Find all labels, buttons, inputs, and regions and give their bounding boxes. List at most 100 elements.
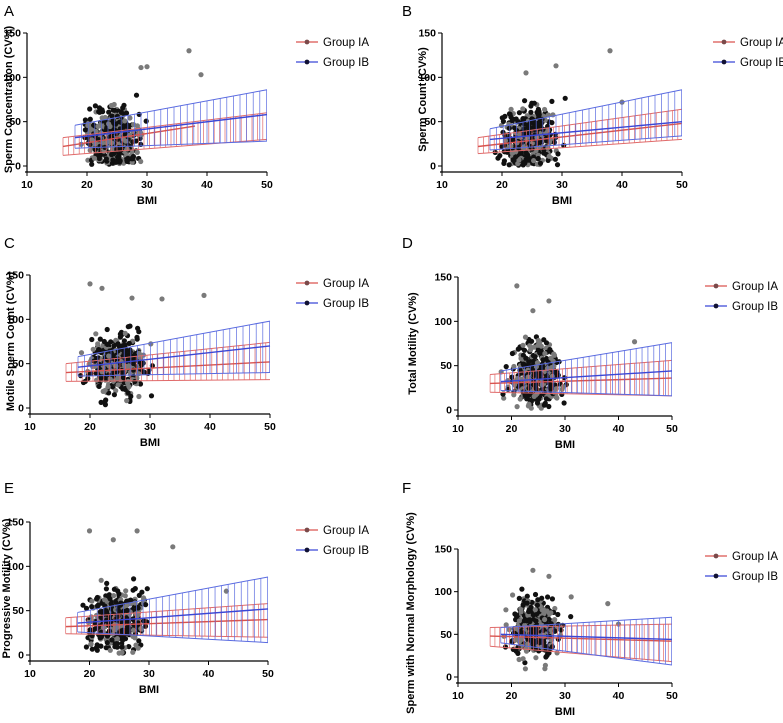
data-point xyxy=(542,350,548,357)
data-point xyxy=(106,109,112,115)
data-point xyxy=(535,597,541,603)
data-point xyxy=(548,621,554,627)
data-point xyxy=(102,387,108,393)
panel-c: C 0 50 100 150 10 20 30 40 50 BMI Motile Sperm Coun… xyxy=(4,235,369,449)
x-tick-label: 40 xyxy=(616,179,628,191)
data-point xyxy=(509,374,515,380)
ci-lower-bound xyxy=(74,140,268,149)
data-point xyxy=(528,103,534,109)
x-tick-label: 30 xyxy=(143,668,155,680)
legend-label: Group IA xyxy=(323,525,369,537)
data-point xyxy=(545,157,551,163)
data-point xyxy=(122,118,128,124)
x-axis-title: BMI xyxy=(555,439,575,451)
data-point-outlier xyxy=(530,308,536,314)
ci-upper-bound xyxy=(477,108,683,139)
y-tick-label: 100 xyxy=(6,561,24,573)
data-point xyxy=(526,608,532,615)
data-point xyxy=(535,337,542,344)
data-point xyxy=(136,393,142,400)
regression-line-group-ia xyxy=(477,122,683,148)
data-point xyxy=(520,106,526,112)
data-point xyxy=(114,644,120,650)
data-point xyxy=(509,350,515,357)
legend-label: Group IB xyxy=(740,57,783,69)
x-axis-title: BMI xyxy=(137,195,157,207)
data-point-outlier xyxy=(110,537,116,543)
data-point xyxy=(128,597,134,603)
data-point xyxy=(126,384,132,390)
x-tick-label: 30 xyxy=(559,423,571,435)
data-point xyxy=(529,338,535,344)
data-point xyxy=(95,602,101,608)
legend: Group IA Group IB xyxy=(296,37,369,69)
legend-label: Group IB xyxy=(732,301,778,313)
regression-line-group-ia xyxy=(65,618,269,628)
data-point xyxy=(554,395,560,401)
data-point xyxy=(128,393,134,399)
x-tick-label: 20 xyxy=(84,421,96,433)
data-point xyxy=(524,593,530,599)
axes: 0 50 100 150 10 20 30 40 50 xyxy=(3,28,273,192)
regression-line-group-ib xyxy=(77,345,271,368)
ci-lower-bound xyxy=(490,645,673,663)
data-point xyxy=(528,604,534,610)
data-point xyxy=(539,595,545,601)
data-point xyxy=(104,341,110,347)
data-point xyxy=(92,103,98,109)
data-point xyxy=(524,600,530,606)
data-point xyxy=(520,389,526,395)
y-tick-label: 150 xyxy=(434,272,452,284)
x-tick-label: 30 xyxy=(141,179,153,191)
ci-band-group-ib xyxy=(74,89,268,149)
data-point xyxy=(509,118,515,124)
data-point xyxy=(542,400,548,406)
data-point-outlier xyxy=(553,63,559,69)
legend-marker xyxy=(304,547,310,553)
panel-f: F 0 50 100 150 10 20 30 40 50 BMI Sperm with Normal… xyxy=(402,480,778,718)
x-tick-label: 20 xyxy=(81,179,93,191)
legend: Group IA Group IB xyxy=(705,281,778,313)
y-tick-label: 100 xyxy=(418,72,436,84)
data-point xyxy=(107,596,113,602)
ci-lower-bound xyxy=(77,631,269,644)
data-point xyxy=(96,155,102,162)
data-point xyxy=(114,640,120,646)
data-point-outlier xyxy=(134,528,140,534)
data-point xyxy=(117,331,123,337)
data-point xyxy=(520,116,526,122)
data-point xyxy=(95,341,101,347)
data-point-outlier xyxy=(514,283,520,289)
data-point xyxy=(124,607,130,614)
data-point xyxy=(516,656,522,663)
data-point-outlier xyxy=(87,281,93,287)
data-point xyxy=(549,120,555,126)
data-point xyxy=(134,123,140,129)
data-point xyxy=(555,151,561,157)
legend-marker xyxy=(304,300,310,306)
data-point xyxy=(102,597,108,603)
legend-marker xyxy=(721,39,727,45)
x-tick-label: 40 xyxy=(203,668,215,680)
data-point xyxy=(543,654,549,660)
data-point xyxy=(115,382,121,388)
data-point xyxy=(143,602,149,608)
x-axis-title: BMI xyxy=(140,437,160,449)
y-tick-label: 100 xyxy=(434,586,452,598)
data-point xyxy=(533,618,539,624)
y-tick-label: 0 xyxy=(18,650,24,662)
ci-upper-bound xyxy=(77,576,269,613)
data-point xyxy=(506,125,512,131)
data-point xyxy=(89,161,95,167)
ci-band-group-ib xyxy=(500,616,673,666)
x-tick-label: 10 xyxy=(24,421,36,433)
data-point xyxy=(522,98,528,104)
data-point xyxy=(93,331,99,337)
axes: 0 50 100 150 10 20 30 40 50 xyxy=(6,270,276,434)
data-point xyxy=(122,385,128,392)
data-point xyxy=(520,602,526,608)
data-point xyxy=(535,155,541,162)
data-point xyxy=(502,137,509,144)
data-point-outlier xyxy=(86,528,93,534)
data-point xyxy=(133,611,139,617)
